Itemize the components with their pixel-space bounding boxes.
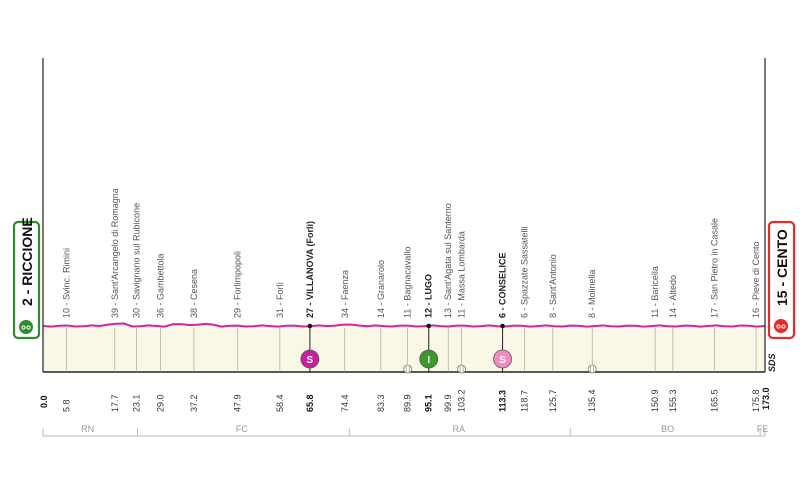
profile-line: [42, 322, 766, 328]
waypoint-label: 11 - Baricella: [650, 266, 660, 318]
sprint-badge-letter: S: [307, 355, 314, 366]
waypoint-label: 8 - Molinella: [587, 269, 597, 318]
waypoint-label: 10 - Svinc. Rimini: [62, 248, 72, 318]
waypoint-km: 5.8: [62, 399, 72, 412]
waypoint-label: 13 - Sant'Agata sul Santerno: [443, 203, 453, 318]
start-town-label: 2 - RICCIONE: [19, 217, 35, 306]
zone-icon: [587, 364, 597, 374]
sprint-badge-icon: [300, 349, 320, 369]
waypoint-km: 113.3: [498, 390, 508, 412]
waypoint-label: 36 - Gambettola: [156, 253, 166, 318]
waypoint-label: 14 - Altedo: [668, 275, 678, 318]
profile-area: [43, 323, 765, 372]
zone-icon: [403, 364, 413, 374]
sprint-badge-letter: S: [499, 355, 506, 366]
waypoint-km: 175.8: [751, 389, 761, 412]
waypoint-km: 99.9: [443, 394, 453, 412]
waypoint-label: 12 - LUGO: [424, 274, 434, 318]
waypoint-km: 29.0: [156, 394, 166, 412]
waypoint-km: 65.8: [305, 394, 315, 412]
province-label: RN: [81, 424, 94, 434]
finish-town-label: 15 - CENTO: [774, 229, 790, 306]
waypoint-label: 30 - Savignano sul Rubicone: [132, 203, 142, 318]
province-band: RN FC RA BO FE: [42, 424, 769, 437]
province-label: FE: [757, 424, 769, 434]
waypoint-km: 150.9: [650, 389, 660, 412]
waypoint-km: 23.1: [132, 394, 142, 412]
waypoint-km: 74.4: [340, 394, 350, 412]
waypoint-label: 38 - Cesena: [189, 269, 199, 318]
zone-icon: [457, 364, 466, 374]
waypoint-km: 89.9: [403, 394, 413, 412]
finish-km-label: 173.0: [761, 387, 771, 410]
waypoint-label: 27 - VILLANOVA (Forlì): [305, 221, 315, 318]
waypoint-dot: [307, 323, 313, 329]
start-km-label: 0.0: [39, 395, 49, 408]
finish-flag-icon: [774, 319, 788, 333]
province-label: FC: [236, 424, 248, 434]
waypoint-label: 29 - Forlimpopoli: [232, 251, 242, 318]
sprint-badge-icon: [419, 349, 439, 369]
waypoint-label: 6 - Spazzate Sassatelli: [519, 226, 529, 318]
waypoint-km: 83.3: [376, 394, 386, 412]
finish-label: 15 - CENTO: [767, 220, 796, 340]
start-flag-icon: [19, 320, 33, 334]
waypoint-km: 17.7: [110, 394, 120, 412]
province-label: BO: [661, 424, 674, 434]
waypoint-label: 31 - Forlì: [275, 282, 285, 318]
waypoint-km: 135.4: [587, 389, 597, 412]
waypoint-label: 39 - Sant'Arcangelo di Romagna: [110, 188, 120, 318]
province-label: RA: [453, 424, 466, 434]
waypoint-label: 11 - Bagnacavallo: [403, 247, 413, 318]
waypoint-layer: 10 - Svinc. Rimini 5.8 39 - Sant'Arcangelo…: [62, 188, 762, 412]
waypoint-dot: [500, 323, 505, 329]
waypoint-km: 103.2: [457, 389, 467, 412]
waypoint-km: 95.1: [424, 394, 434, 412]
start-label: 2 - RICCIONE: [12, 217, 41, 340]
waypoint-label: 34 - Faenza: [340, 270, 350, 318]
waypoint-label: 6 - CONSELICE: [498, 252, 508, 318]
sds-logo: SDS: [767, 353, 777, 372]
waypoint-km: 37.2: [189, 394, 199, 412]
waypoint-km: 125.7: [548, 389, 558, 412]
waypoint-label: 14 - Granarolo: [376, 260, 386, 318]
waypoint-km: 165.5: [709, 389, 719, 412]
waypoint-km: 155.3: [668, 389, 678, 412]
waypoint-label: 11 - Massa Lombarda: [457, 231, 467, 318]
waypoint-km: 58.4: [275, 394, 285, 412]
waypoint-label: 8 - Sant'Antonio: [548, 254, 558, 318]
waypoint-label: 17 - San Pietro in Casale: [709, 218, 719, 318]
waypoint-km: 47.9: [232, 394, 242, 412]
sprint-badge-letter: I: [427, 355, 430, 366]
waypoint-dot: [426, 323, 432, 329]
waypoint-label: 16 - Pieve di Cento: [751, 241, 761, 318]
waypoint-km: 118.7: [519, 390, 529, 412]
sprint-badge-icon: [493, 349, 512, 369]
